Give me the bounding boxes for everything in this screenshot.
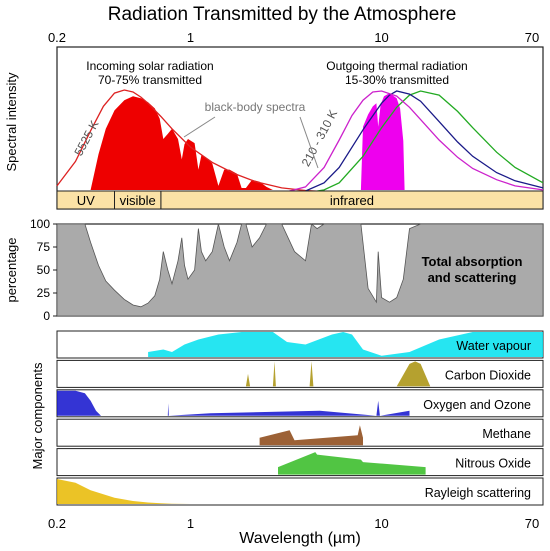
y-tick-25: 25: [37, 286, 51, 300]
component-label-oxygen-and-ozone: Oxygen and Ozone: [423, 398, 531, 412]
transmitted-solar-area: [90, 96, 273, 190]
x-axis-label: Wavelength (µm): [239, 530, 361, 547]
component-label-rayleigh-scattering: Rayleigh scattering: [425, 486, 531, 500]
component-area-methane: [259, 425, 363, 446]
band-infrared: [160, 190, 544, 210]
blackbody-arrows: [183, 116, 319, 169]
component-area-water-vapour: [148, 332, 543, 357]
band-label-infrared: infrared: [330, 193, 374, 208]
component-label-methane: Methane: [482, 427, 531, 441]
component-area-nitrous-oxide: [278, 452, 426, 475]
component-area-rayleigh-scattering: [57, 479, 191, 504]
absorption-label-line2: and scattering: [428, 270, 517, 285]
component-label-nitrous-oxide: Nitrous Oxide: [455, 457, 531, 471]
blackbody-annotation: black-body spectra: [205, 100, 306, 114]
outgoing-annotation-line1: Outgoing thermal radiation: [326, 59, 467, 73]
intensity-y-label: Spectral intensity: [4, 72, 19, 171]
x-tick-top-0.2: 0.2: [48, 30, 66, 45]
blackbody-curve-5525-K: [56, 89, 325, 193]
blackbody-curve-210-K: [305, 90, 544, 194]
incoming-annotation-line1: Incoming solar radiation: [86, 59, 213, 73]
top-x-tick-labels: 0.2 1 10 70: [48, 30, 539, 45]
x-tick-top-70: 70: [525, 30, 539, 45]
y-tick-75: 75: [37, 240, 51, 254]
component-frame-carbon-dioxide: [56, 359, 544, 388]
intensity-plot: [56, 89, 544, 194]
component-label-carbon-dioxide: Carbon Dioxide: [445, 368, 531, 382]
total-absorption-area: [56, 223, 544, 317]
x-tick-bottom-10: 10: [374, 516, 388, 531]
y-tick-50: 50: [37, 263, 51, 277]
y-tick-100: 100: [30, 217, 50, 231]
blackbody-arrow-thermal: [299, 116, 319, 169]
components-plot: Water vapour Carbon Dioxide Oxygen and Ozo…: [56, 330, 544, 506]
component-area-carbon-dioxide: [245, 361, 431, 387]
x-tick-bottom-1: 1: [187, 516, 194, 531]
band-label-visible: visible: [120, 193, 156, 208]
x-tick-top-10: 10: [374, 30, 388, 45]
incoming-annotation-line2: 70-75% transmitted: [98, 73, 202, 87]
component-frame-rayleigh-scattering: [56, 477, 544, 506]
x-tick-bottom-70: 70: [525, 516, 539, 531]
absorption-label-line1: Total absorption: [422, 254, 523, 269]
x-tick-top-1: 1: [187, 30, 194, 45]
absorption-plot: [56, 223, 544, 317]
absorption-y-ticks: 0 25 50 75 100: [30, 217, 57, 323]
bottom-x-tick-labels: 0.2 1 10 70: [48, 516, 539, 531]
component-label-water-vapour: Water vapour: [456, 339, 531, 353]
band-strip: UV visible infrared: [56, 190, 544, 210]
x-tick-bottom-0.2: 0.2: [48, 516, 66, 531]
blackbody-arrow-solar: [183, 116, 216, 138]
component-area-oxygen-and-ozone: [57, 390, 410, 416]
band-label-UV: UV: [77, 193, 95, 208]
y-tick-0: 0: [43, 309, 50, 323]
outgoing-annotation-line2: 15-30% transmitted: [345, 73, 449, 87]
blackbody-curve-260-K: [294, 90, 544, 194]
figure-title: Radiation Transmitted by the Atmosphere: [108, 4, 457, 25]
components-y-label: Major components: [30, 362, 45, 469]
blackbody-curve-310-K: [281, 90, 544, 194]
absorption-y-label: percentage: [4, 237, 19, 302]
